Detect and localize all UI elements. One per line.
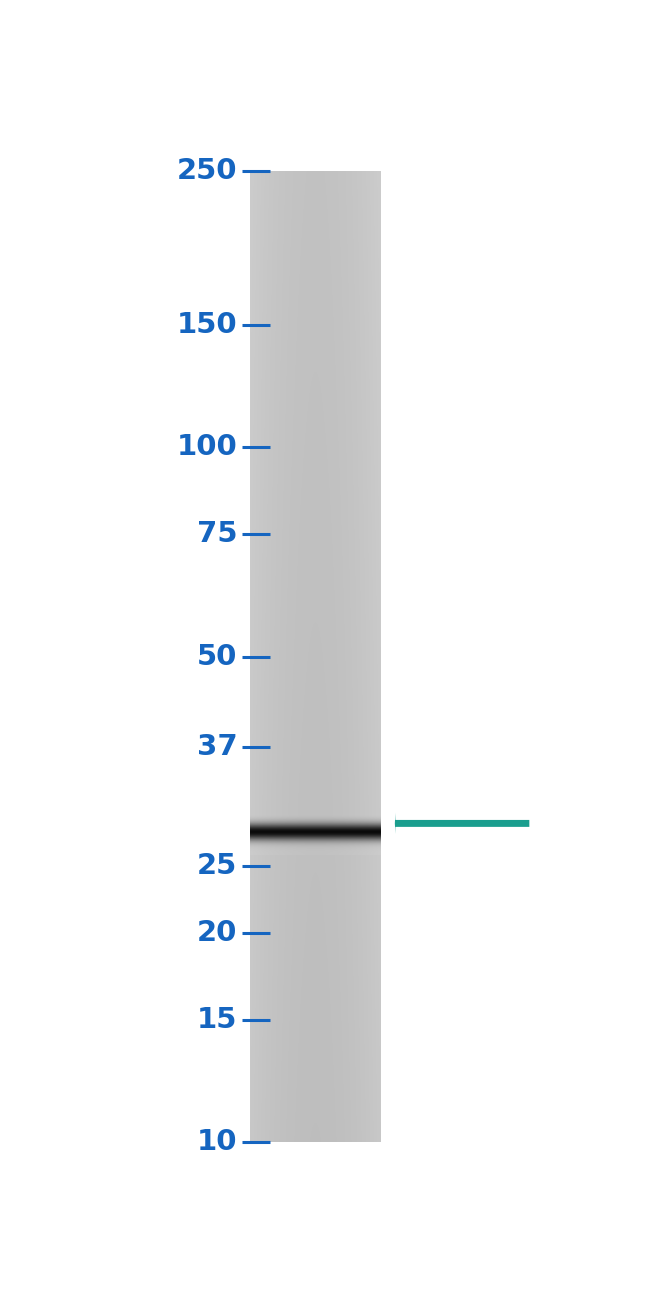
- Text: 25: 25: [197, 852, 237, 880]
- Text: 250: 250: [177, 157, 237, 185]
- Text: 100: 100: [177, 433, 237, 462]
- Text: 75: 75: [197, 520, 237, 549]
- Text: 20: 20: [197, 919, 237, 946]
- Text: 10: 10: [197, 1128, 237, 1156]
- Text: 150: 150: [177, 311, 237, 339]
- Text: 50: 50: [197, 642, 237, 671]
- Text: 37: 37: [197, 733, 237, 762]
- Text: 15: 15: [197, 1006, 237, 1034]
